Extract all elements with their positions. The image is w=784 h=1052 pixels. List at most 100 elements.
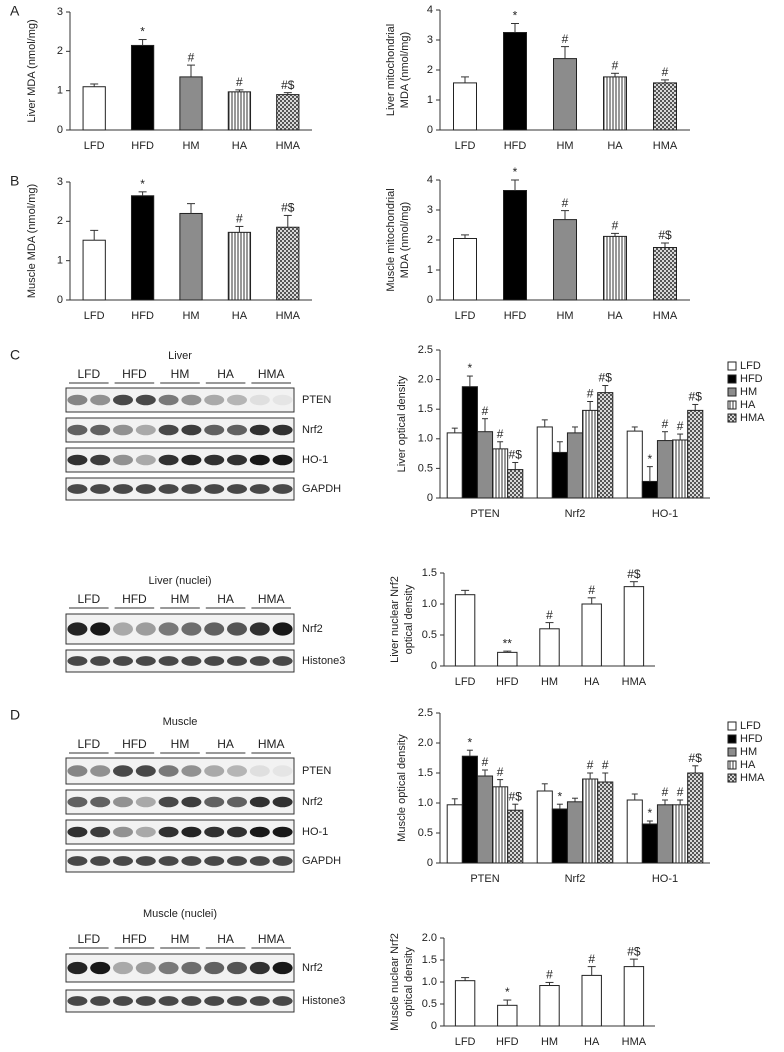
x-tick-label: HA bbox=[584, 1036, 600, 1047]
y-axis-label: MDA (nmol/mg) bbox=[399, 32, 411, 108]
blot-band bbox=[158, 961, 179, 975]
blot-band bbox=[113, 424, 133, 436]
y-tick-label: 0 bbox=[57, 294, 63, 306]
blot-band bbox=[181, 484, 202, 494]
blot-band bbox=[272, 765, 293, 777]
legend-swatch bbox=[727, 721, 737, 731]
blot-row-label: Histone3 bbox=[302, 995, 345, 1007]
annotation: * bbox=[468, 361, 473, 375]
annotation: #$ bbox=[509, 448, 523, 462]
y-tick-label: 4 bbox=[427, 4, 433, 16]
blot-band bbox=[90, 796, 111, 808]
y-axis-label: Muscle optical density bbox=[396, 734, 408, 842]
x-tick-label: HO-1 bbox=[652, 508, 678, 520]
blot-row-label: PTEN bbox=[302, 394, 331, 406]
blot-band bbox=[158, 826, 179, 838]
x-tick-label: LFD bbox=[455, 1036, 476, 1047]
x-tick-label: HM bbox=[182, 140, 199, 152]
y-axis-label: MDA (nmol/mg) bbox=[399, 202, 411, 278]
blot-band bbox=[67, 454, 88, 466]
bar bbox=[566, 432, 584, 499]
panel-letter: D bbox=[10, 707, 20, 723]
blot-band bbox=[227, 826, 247, 838]
legend-label: HM bbox=[740, 746, 757, 758]
blot-band bbox=[135, 996, 156, 1006]
bar bbox=[653, 247, 677, 301]
bar bbox=[566, 801, 584, 864]
y-tick-label: 3 bbox=[427, 34, 433, 46]
blot-band bbox=[113, 394, 133, 406]
blot-group-label: HMA bbox=[258, 367, 285, 381]
bar bbox=[656, 804, 674, 864]
blot-band bbox=[113, 961, 133, 975]
annotation: * bbox=[505, 985, 510, 999]
annotation: # bbox=[236, 75, 243, 89]
blot-group-label: HA bbox=[217, 367, 234, 381]
blot-group-label: HFD bbox=[122, 737, 147, 751]
blot-band bbox=[135, 796, 156, 808]
bar bbox=[507, 469, 524, 499]
y-tick-label: 1 bbox=[427, 94, 433, 106]
bar bbox=[497, 651, 518, 667]
annotation: # bbox=[562, 32, 569, 46]
blot-strip bbox=[65, 477, 295, 501]
x-tick-label: HA bbox=[584, 676, 600, 688]
bar bbox=[687, 409, 704, 499]
blot-group-label: HFD bbox=[122, 932, 147, 946]
blot-band bbox=[90, 424, 111, 436]
blot-band bbox=[204, 796, 225, 808]
blot-row-label: Nrf2 bbox=[302, 424, 323, 436]
blot-band bbox=[204, 656, 225, 666]
x-tick-label: HFD bbox=[131, 140, 154, 152]
annotation: # bbox=[482, 755, 489, 769]
blot-band bbox=[90, 961, 111, 975]
blot-group-label: LFD bbox=[77, 367, 100, 381]
blot-band bbox=[90, 454, 111, 466]
blot-band bbox=[67, 424, 88, 436]
blot-band bbox=[67, 484, 88, 494]
annotation: * bbox=[513, 165, 518, 179]
blot-band bbox=[113, 484, 133, 494]
blot-row-label: Nrf2 bbox=[302, 962, 323, 974]
blot-band bbox=[181, 622, 202, 636]
blot-band bbox=[135, 826, 156, 838]
y-axis-label: Muscle nuclear Nrf2 bbox=[389, 933, 401, 1031]
y-tick-label: 0 bbox=[427, 294, 433, 306]
blot-band bbox=[249, 765, 270, 777]
y-axis-label: Liver MDA (nmol/mg) bbox=[26, 19, 38, 122]
blot-band bbox=[204, 484, 225, 494]
blot-band bbox=[67, 796, 88, 808]
blot-band bbox=[67, 765, 88, 777]
x-tick-label: HFD bbox=[131, 310, 154, 322]
bar bbox=[461, 755, 478, 864]
blot-band bbox=[135, 394, 156, 406]
y-tick-label: 2.0 bbox=[418, 374, 433, 386]
bar bbox=[641, 823, 658, 864]
y-tick-label: 0.5 bbox=[422, 998, 437, 1010]
blot-band bbox=[249, 826, 270, 838]
blot-band bbox=[227, 394, 247, 406]
blot-strip bbox=[65, 387, 295, 413]
blot-band bbox=[204, 424, 225, 436]
legend-label: HM bbox=[740, 386, 757, 398]
blot-band bbox=[113, 765, 133, 777]
blot-group-label: LFD bbox=[77, 592, 100, 606]
y-tick-label: 4 bbox=[427, 174, 433, 186]
blot-band bbox=[181, 424, 202, 436]
legend-swatch bbox=[727, 400, 737, 410]
y-tick-label: 1.5 bbox=[422, 567, 437, 579]
annotation: # bbox=[677, 785, 684, 799]
bar bbox=[461, 386, 478, 499]
bar bbox=[603, 235, 627, 301]
bar bbox=[130, 195, 155, 301]
blot-band bbox=[67, 996, 88, 1006]
annotation: #$ bbox=[627, 567, 641, 581]
blot-group-label: HFD bbox=[122, 592, 147, 606]
annotation: #$ bbox=[509, 789, 523, 803]
blot-band bbox=[249, 796, 270, 808]
x-tick-label: LFD bbox=[455, 676, 476, 688]
blot-band bbox=[67, 961, 88, 975]
x-tick-label: HO-1 bbox=[652, 873, 678, 885]
blot-band bbox=[113, 796, 133, 808]
y-axis-label: optical density bbox=[403, 584, 415, 654]
